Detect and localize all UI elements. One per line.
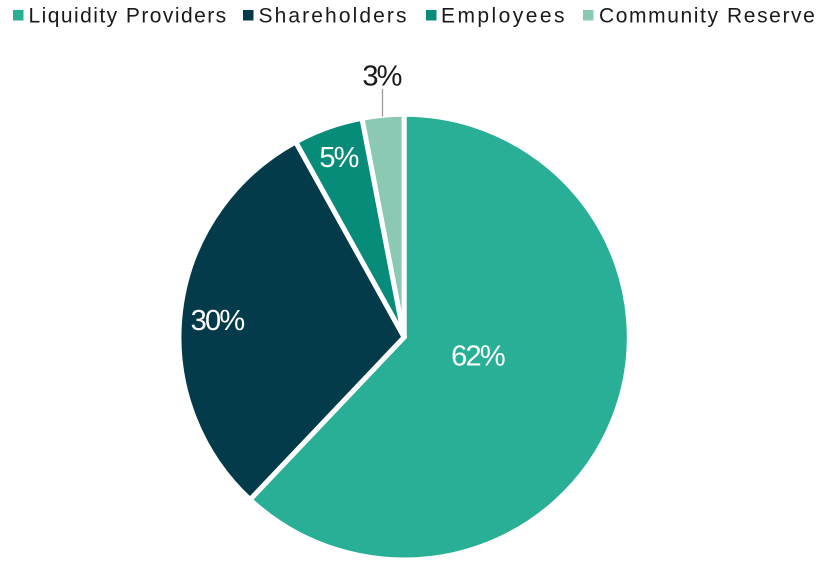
svg-text:Shareholders: Shareholders	[259, 5, 409, 28]
svg-text:3%: 3%	[362, 61, 401, 93]
svg-text:Employees: Employees	[441, 5, 567, 28]
svg-text:Community Reserve: Community Reserve	[599, 5, 816, 28]
svg-text:Liquidity Providers: Liquidity Providers	[29, 5, 228, 28]
svg-text:62%: 62%	[451, 341, 505, 373]
svg-text:5%: 5%	[319, 142, 358, 174]
svg-text:30%: 30%	[191, 305, 245, 337]
